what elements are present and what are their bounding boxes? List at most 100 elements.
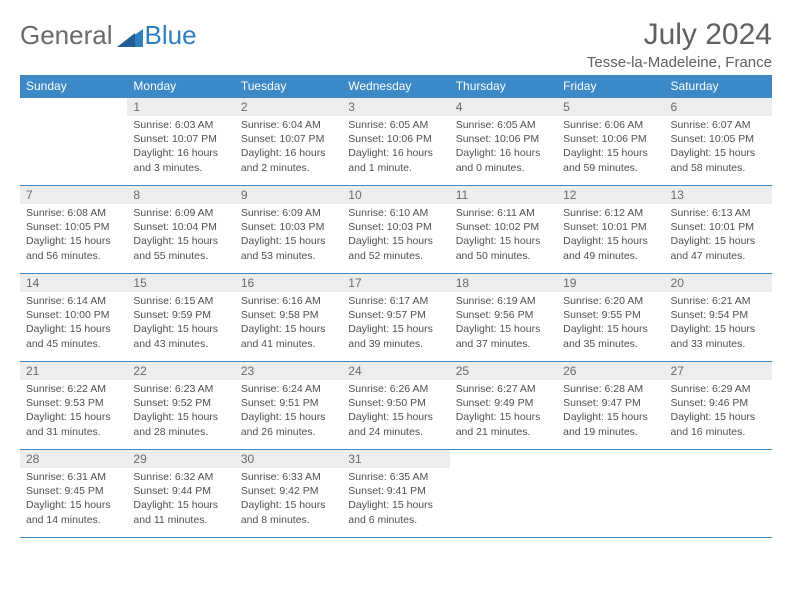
day-number: 15	[127, 274, 234, 292]
sunset-text: Sunset: 10:06 PM	[563, 132, 658, 146]
day-info: Sunrise: 6:06 AMSunset: 10:06 PMDaylight…	[557, 116, 664, 179]
daylight-text: Daylight: 15 hours and 28 minutes.	[133, 410, 228, 438]
calendar-day-cell: 28Sunrise: 6:31 AMSunset: 9:45 PMDayligh…	[20, 450, 127, 538]
sunset-text: Sunset: 10:05 PM	[26, 220, 121, 234]
daylight-text: Daylight: 16 hours and 3 minutes.	[133, 146, 228, 174]
daylight-text: Daylight: 15 hours and 37 minutes.	[456, 322, 551, 350]
day-info: Sunrise: 6:28 AMSunset: 9:47 PMDaylight:…	[557, 380, 664, 443]
day-number: 2	[235, 98, 342, 116]
day-info: Sunrise: 6:11 AMSunset: 10:02 PMDaylight…	[450, 204, 557, 267]
day-info: Sunrise: 6:33 AMSunset: 9:42 PMDaylight:…	[235, 468, 342, 531]
sunrise-text: Sunrise: 6:13 AM	[671, 206, 766, 220]
sunset-text: Sunset: 9:51 PM	[241, 396, 336, 410]
day-info: Sunrise: 6:24 AMSunset: 9:51 PMDaylight:…	[235, 380, 342, 443]
day-info: Sunrise: 6:14 AMSunset: 10:00 PMDaylight…	[20, 292, 127, 355]
calendar-header-cell: Sunday	[20, 75, 127, 98]
calendar-day-cell: 22Sunrise: 6:23 AMSunset: 9:52 PMDayligh…	[127, 362, 234, 450]
calendar-week-row: 14Sunrise: 6:14 AMSunset: 10:00 PMDaylig…	[20, 274, 772, 362]
sunset-text: Sunset: 9:46 PM	[671, 396, 766, 410]
sunset-text: Sunset: 10:03 PM	[241, 220, 336, 234]
daylight-text: Daylight: 15 hours and 53 minutes.	[241, 234, 336, 262]
day-info: Sunrise: 6:22 AMSunset: 9:53 PMDaylight:…	[20, 380, 127, 443]
day-info: Sunrise: 6:17 AMSunset: 9:57 PMDaylight:…	[342, 292, 449, 355]
calendar-day-cell: 11Sunrise: 6:11 AMSunset: 10:02 PMDaylig…	[450, 186, 557, 274]
title-block: July 2024 Tesse-la-Madeleine, France	[587, 18, 772, 71]
day-number: 1	[127, 98, 234, 116]
day-number: 24	[342, 362, 449, 380]
calendar-day-cell: 1 Sunrise: 6:03 AMSunset: 10:07 PMDayligh…	[127, 98, 234, 186]
day-number: 13	[665, 186, 772, 204]
calendar-day-cell: 13Sunrise: 6:13 AMSunset: 10:01 PMDaylig…	[665, 186, 772, 274]
daylight-text: Daylight: 16 hours and 1 minute.	[348, 146, 443, 174]
sunset-text: Sunset: 10:06 PM	[348, 132, 443, 146]
page-header: General Blue July 2024 Tesse-la-Madelein…	[20, 18, 772, 71]
day-number: 14	[20, 274, 127, 292]
daylight-text: Daylight: 15 hours and 41 minutes.	[241, 322, 336, 350]
daylight-text: Daylight: 15 hours and 45 minutes.	[26, 322, 121, 350]
calendar-day-cell	[557, 450, 664, 538]
day-number: 22	[127, 362, 234, 380]
calendar-day-cell: 2Sunrise: 6:04 AMSunset: 10:07 PMDayligh…	[235, 98, 342, 186]
sunset-text: Sunset: 9:57 PM	[348, 308, 443, 322]
calendar-day-cell: 26Sunrise: 6:28 AMSunset: 9:47 PMDayligh…	[557, 362, 664, 450]
day-number: 23	[235, 362, 342, 380]
day-info: Sunrise: 6:20 AMSunset: 9:55 PMDaylight:…	[557, 292, 664, 355]
calendar-week-row: 28Sunrise: 6:31 AMSunset: 9:45 PMDayligh…	[20, 450, 772, 538]
daylight-text: Daylight: 16 hours and 0 minutes.	[456, 146, 551, 174]
sunset-text: Sunset: 9:47 PM	[563, 396, 658, 410]
day-number: 26	[557, 362, 664, 380]
sunrise-text: Sunrise: 6:17 AM	[348, 294, 443, 308]
day-number: 6	[665, 98, 772, 116]
daylight-text: Daylight: 15 hours and 52 minutes.	[348, 234, 443, 262]
sunrise-text: Sunrise: 6:06 AM	[563, 118, 658, 132]
day-info: Sunrise: 6:35 AMSunset: 9:41 PMDaylight:…	[342, 468, 449, 531]
day-number: 20	[665, 274, 772, 292]
daylight-text: Daylight: 15 hours and 14 minutes.	[26, 498, 121, 526]
day-info: Sunrise: 6:04 AMSunset: 10:07 PMDaylight…	[235, 116, 342, 179]
calendar-week-row: 21Sunrise: 6:22 AMSunset: 9:53 PMDayligh…	[20, 362, 772, 450]
day-info: Sunrise: 6:15 AMSunset: 9:59 PMDaylight:…	[127, 292, 234, 355]
daylight-text: Daylight: 15 hours and 8 minutes.	[241, 498, 336, 526]
daylight-text: Daylight: 15 hours and 11 minutes.	[133, 498, 228, 526]
calendar-day-cell: 8Sunrise: 6:09 AMSunset: 10:04 PMDayligh…	[127, 186, 234, 274]
day-number: 31	[342, 450, 449, 468]
daylight-text: Daylight: 15 hours and 43 minutes.	[133, 322, 228, 350]
calendar-day-cell: 30Sunrise: 6:33 AMSunset: 9:42 PMDayligh…	[235, 450, 342, 538]
calendar-header-cell: Tuesday	[235, 75, 342, 98]
daylight-text: Daylight: 15 hours and 31 minutes.	[26, 410, 121, 438]
day-number: 7	[20, 186, 127, 204]
calendar-day-cell: 16Sunrise: 6:16 AMSunset: 9:58 PMDayligh…	[235, 274, 342, 362]
sunrise-text: Sunrise: 6:10 AM	[348, 206, 443, 220]
daylight-text: Daylight: 15 hours and 19 minutes.	[563, 410, 658, 438]
calendar-day-cell	[450, 450, 557, 538]
calendar-day-cell: 9Sunrise: 6:09 AMSunset: 10:03 PMDayligh…	[235, 186, 342, 274]
calendar-day-cell: 31Sunrise: 6:35 AMSunset: 9:41 PMDayligh…	[342, 450, 449, 538]
day-info: Sunrise: 6:10 AMSunset: 10:03 PMDaylight…	[342, 204, 449, 267]
calendar-day-cell: 15Sunrise: 6:15 AMSunset: 9:59 PMDayligh…	[127, 274, 234, 362]
sunrise-text: Sunrise: 6:12 AM	[563, 206, 658, 220]
calendar-header-cell: Monday	[127, 75, 234, 98]
sunrise-text: Sunrise: 6:29 AM	[671, 382, 766, 396]
day-number: 5	[557, 98, 664, 116]
sunset-text: Sunset: 10:07 PM	[241, 132, 336, 146]
calendar-day-cell: 24Sunrise: 6:26 AMSunset: 9:50 PMDayligh…	[342, 362, 449, 450]
sunrise-text: Sunrise: 6:03 AM	[133, 118, 228, 132]
day-info: Sunrise: 6:23 AMSunset: 9:52 PMDaylight:…	[127, 380, 234, 443]
daylight-text: Daylight: 15 hours and 59 minutes.	[563, 146, 658, 174]
day-number: 27	[665, 362, 772, 380]
calendar-day-cell: 21Sunrise: 6:22 AMSunset: 9:53 PMDayligh…	[20, 362, 127, 450]
day-number: 30	[235, 450, 342, 468]
sunrise-text: Sunrise: 6:19 AM	[456, 294, 551, 308]
sunset-text: Sunset: 10:07 PM	[133, 132, 228, 146]
calendar-day-cell: 4Sunrise: 6:05 AMSunset: 10:06 PMDayligh…	[450, 98, 557, 186]
day-number: 28	[20, 450, 127, 468]
sunset-text: Sunset: 10:06 PM	[456, 132, 551, 146]
day-info: Sunrise: 6:21 AMSunset: 9:54 PMDaylight:…	[665, 292, 772, 355]
sunset-text: Sunset: 9:56 PM	[456, 308, 551, 322]
calendar-table: SundayMondayTuesdayWednesdayThursdayFrid…	[20, 75, 772, 538]
calendar-day-cell: 17Sunrise: 6:17 AMSunset: 9:57 PMDayligh…	[342, 274, 449, 362]
daylight-text: Daylight: 15 hours and 39 minutes.	[348, 322, 443, 350]
sunset-text: Sunset: 9:53 PM	[26, 396, 121, 410]
daylight-text: Daylight: 15 hours and 56 minutes.	[26, 234, 121, 262]
calendar-day-cell: 5Sunrise: 6:06 AMSunset: 10:06 PMDayligh…	[557, 98, 664, 186]
